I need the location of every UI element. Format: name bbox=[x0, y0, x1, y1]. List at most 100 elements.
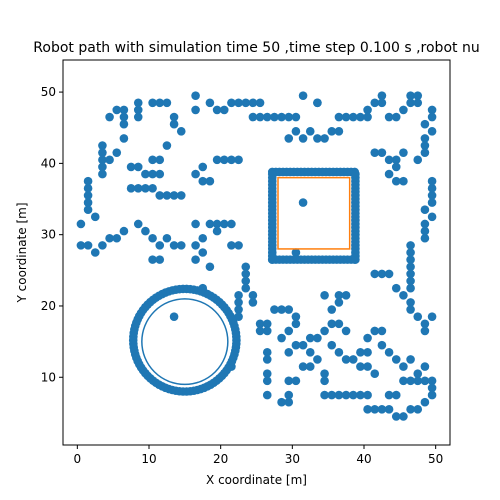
obstacle-point bbox=[112, 234, 121, 243]
obstacle-point bbox=[299, 341, 308, 350]
obstacle-point bbox=[320, 134, 329, 143]
obstacle-point bbox=[256, 98, 265, 107]
obstacle-point bbox=[155, 156, 164, 165]
obstacle-point bbox=[428, 213, 437, 222]
obstacle-point bbox=[413, 91, 422, 100]
chart-title: Robot path with simulation time 50 ,time… bbox=[33, 40, 479, 56]
obstacle-point bbox=[98, 170, 107, 179]
obstacle-point bbox=[120, 227, 129, 236]
obstacle-point bbox=[363, 348, 372, 357]
obstacle-point bbox=[198, 234, 207, 243]
obstacle-point bbox=[299, 91, 308, 100]
obstacle-point bbox=[421, 120, 430, 129]
obstacle-point bbox=[378, 341, 387, 350]
obstacle-point bbox=[406, 405, 415, 414]
obstacle-point bbox=[163, 141, 172, 150]
obstacle-point bbox=[134, 220, 143, 229]
obstacle-point bbox=[292, 377, 301, 386]
obstacle-point bbox=[198, 248, 207, 257]
obstacle-point bbox=[284, 305, 293, 314]
obstacle-point bbox=[191, 241, 200, 250]
obstacle-point bbox=[349, 355, 358, 364]
y-tick-label: 20 bbox=[41, 299, 56, 313]
obstacle-point bbox=[385, 156, 394, 165]
obstacle-point bbox=[392, 113, 401, 122]
obstacle-point bbox=[284, 348, 293, 357]
obstacle-point bbox=[120, 120, 129, 129]
y-tick-label: 40 bbox=[41, 156, 56, 170]
obstacle-point bbox=[320, 291, 329, 300]
obstacle-point bbox=[378, 98, 387, 107]
obstacle-point bbox=[191, 255, 200, 264]
obstacle-point bbox=[428, 312, 437, 321]
obstacle-point bbox=[191, 106, 200, 115]
obstacle-point bbox=[177, 127, 186, 136]
obstacle-point bbox=[177, 241, 186, 250]
obstacle-point bbox=[191, 170, 200, 179]
obstacle-point bbox=[428, 127, 437, 136]
obstacle-point bbox=[191, 220, 200, 229]
x-tick-label: 50 bbox=[428, 452, 443, 466]
path-point bbox=[268, 170, 277, 179]
obstacle-point bbox=[155, 170, 164, 179]
obstacle-point bbox=[428, 391, 437, 400]
x-tick-label: 20 bbox=[213, 452, 228, 466]
obstacle-point bbox=[370, 369, 379, 378]
x-axis-label: X coordinate [m] bbox=[206, 473, 307, 487]
robot-path-points bbox=[77, 91, 437, 420]
obstacle-point bbox=[413, 312, 422, 321]
obstacle-point bbox=[306, 348, 315, 357]
obstacle-point bbox=[91, 213, 100, 222]
y-tick-label: 30 bbox=[41, 228, 56, 242]
obstacle-point bbox=[198, 163, 207, 172]
obstacle-point bbox=[421, 220, 430, 229]
obstacle-point bbox=[84, 177, 93, 186]
obstacle-point bbox=[313, 98, 322, 107]
obstacle-point bbox=[306, 127, 315, 136]
obstacle-point bbox=[141, 227, 150, 236]
obstacle-point bbox=[105, 156, 114, 165]
obstacle-point bbox=[299, 198, 308, 207]
obstacle-point bbox=[399, 148, 408, 157]
obstacle-point bbox=[292, 113, 301, 122]
obstacle-point bbox=[392, 284, 401, 293]
obstacle-point bbox=[392, 163, 401, 172]
obstacle-point bbox=[84, 241, 93, 250]
obstacle-point bbox=[363, 106, 372, 115]
obstacle-point bbox=[406, 305, 415, 314]
obstacle-point bbox=[421, 362, 430, 371]
obstacle-point bbox=[428, 177, 437, 186]
obstacle-point bbox=[392, 355, 401, 364]
obstacle-point bbox=[385, 270, 394, 279]
obstacle-point bbox=[91, 248, 100, 257]
obstacle-point bbox=[399, 362, 408, 371]
x-tick-label: 0 bbox=[74, 452, 82, 466]
obstacle-point bbox=[363, 405, 372, 414]
obstacle-point bbox=[284, 398, 293, 407]
obstacle-point bbox=[399, 291, 408, 300]
y-tick-label: 50 bbox=[41, 85, 56, 99]
obstacle-point bbox=[105, 113, 114, 122]
path-point bbox=[232, 339, 241, 348]
obstacle-point bbox=[327, 341, 336, 350]
obstacle-point bbox=[399, 106, 408, 115]
x-tick-label: 30 bbox=[285, 452, 300, 466]
obstacle-point bbox=[392, 177, 401, 186]
obstacle-point bbox=[284, 327, 293, 336]
obstacle-point bbox=[134, 163, 143, 172]
obstacle-point bbox=[148, 234, 157, 243]
obstacle-point bbox=[213, 227, 222, 236]
obstacle-point bbox=[234, 156, 243, 165]
obstacle-point bbox=[249, 298, 258, 307]
obstacle-point bbox=[385, 348, 394, 357]
y-tick-label: 10 bbox=[41, 370, 56, 384]
obstacle-point bbox=[112, 148, 121, 157]
obstacle-point bbox=[421, 327, 430, 336]
obstacle-point bbox=[378, 148, 387, 157]
obstacle-point bbox=[413, 156, 422, 165]
obstacle-point bbox=[191, 91, 200, 100]
obstacle-point bbox=[155, 241, 164, 250]
obstacle-point bbox=[263, 327, 272, 336]
obstacle-point bbox=[428, 113, 437, 122]
